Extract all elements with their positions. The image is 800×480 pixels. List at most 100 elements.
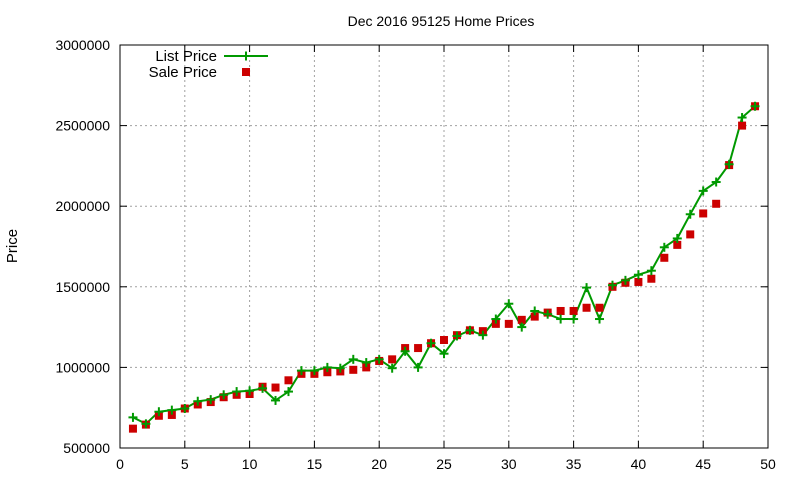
sale-price-point (699, 209, 708, 218)
grid-lines (120, 45, 768, 448)
list-price-point (413, 362, 423, 372)
list-price-point (283, 387, 293, 397)
list-price-point (478, 330, 488, 340)
list-price-point (646, 266, 656, 276)
x-tick-label: 15 (307, 456, 323, 472)
x-tick-label: 25 (436, 456, 452, 472)
list-price-point (154, 407, 164, 417)
sale-price-point (569, 306, 578, 315)
legend-square-sale-price (242, 68, 250, 76)
list-price-point (607, 280, 617, 290)
list-price-point (219, 390, 229, 400)
sale-price-point (284, 376, 293, 385)
legend-swatch-sale-price (242, 68, 250, 76)
list-price-point (595, 314, 605, 324)
legend: List Price Sale Price (149, 48, 268, 81)
list-price-point (167, 405, 177, 415)
sale-price-point (712, 199, 721, 208)
list-price-point (296, 366, 306, 376)
sale-price-point (647, 274, 656, 283)
legend-label-sale-price: Sale Price (149, 64, 217, 81)
list-price-point (659, 242, 669, 252)
list-price-point (348, 354, 358, 364)
list-price-point (750, 101, 760, 111)
list-price-point (439, 349, 449, 359)
sale-price-point (634, 277, 643, 286)
list-price-point (361, 358, 371, 368)
list-price-point (374, 354, 384, 364)
list-price-point (387, 363, 397, 373)
sale-price-point (167, 410, 176, 419)
series-layer (128, 101, 760, 433)
y-tick-label: 1000000 (55, 359, 110, 375)
x-tick-label: 30 (501, 456, 517, 472)
list-price-point (582, 283, 592, 293)
list-price-point (206, 395, 216, 405)
y-axis-ticks: 500000 1000000 1500000 2000000 2500000 300000… (55, 37, 768, 456)
sale-price-point (323, 368, 332, 377)
sale-price-point (556, 306, 565, 315)
sale-price-point (440, 335, 448, 344)
sale-price-point (128, 424, 137, 433)
list-price-point (193, 396, 203, 406)
list-price-point (465, 325, 475, 335)
sale-price-point (582, 303, 591, 312)
sale-price-point (414, 344, 423, 353)
y-tick-label: 3000000 (55, 37, 110, 53)
sale-price-point (686, 230, 695, 239)
y-axis-label: Price (4, 229, 21, 263)
list-price-point (556, 314, 566, 324)
list-price-point (271, 395, 281, 405)
list-price-point (737, 113, 747, 123)
list-price-point (685, 209, 695, 219)
legend-label-list-price: List Price (155, 48, 217, 65)
list-price-point (569, 314, 579, 324)
list-price-point (504, 299, 514, 309)
x-tick-label: 40 (631, 456, 647, 472)
list-price-point (672, 233, 682, 243)
sale-price-point (530, 312, 539, 321)
list-price-point (620, 275, 630, 285)
x-tick-label: 0 (116, 456, 124, 472)
list-price-point (322, 362, 332, 372)
sale-price-point (491, 319, 500, 328)
list-price-point (724, 159, 734, 169)
list-price-point (633, 270, 643, 280)
y-tick-label: 500000 (63, 440, 110, 456)
sale-price-point (660, 253, 669, 262)
list-price-point (335, 363, 345, 373)
list-price-point (258, 383, 268, 393)
sale-price-point (388, 355, 397, 364)
list-price-point (180, 404, 190, 414)
chart-title: Dec 2016 95125 Home Prices (348, 13, 535, 29)
list-price-point (698, 186, 708, 196)
sale-price-point (504, 319, 513, 328)
list-price-point (245, 386, 255, 396)
sale-price-point (738, 121, 747, 130)
sale-price-point (517, 315, 526, 324)
x-tick-label: 50 (760, 456, 776, 472)
x-tick-label: 45 (695, 456, 711, 472)
x-tick-label: 5 (181, 456, 189, 472)
list-price-point (517, 322, 527, 332)
y-tick-label: 2500000 (55, 118, 110, 134)
x-tick-label: 35 (566, 456, 582, 472)
list-price-point (128, 412, 138, 422)
list-price-point (491, 314, 501, 324)
x-tick-label: 10 (242, 456, 258, 472)
sale-price-point (673, 240, 682, 249)
list-price-point (400, 346, 410, 356)
sale-price-point (271, 383, 280, 392)
list-price-point (452, 331, 462, 341)
y-tick-label: 2000000 (55, 198, 110, 214)
x-tick-label: 20 (371, 456, 387, 472)
sale-price-point (595, 303, 604, 312)
list-price-point (711, 177, 721, 187)
sale-price-point (349, 365, 358, 374)
y-tick-label: 1500000 (55, 279, 110, 295)
list-price-point (309, 366, 319, 376)
list-price-point (530, 306, 540, 316)
x-axis-ticks: 0 5 10 15 20 25 30 35 40 45 50 (116, 45, 776, 472)
